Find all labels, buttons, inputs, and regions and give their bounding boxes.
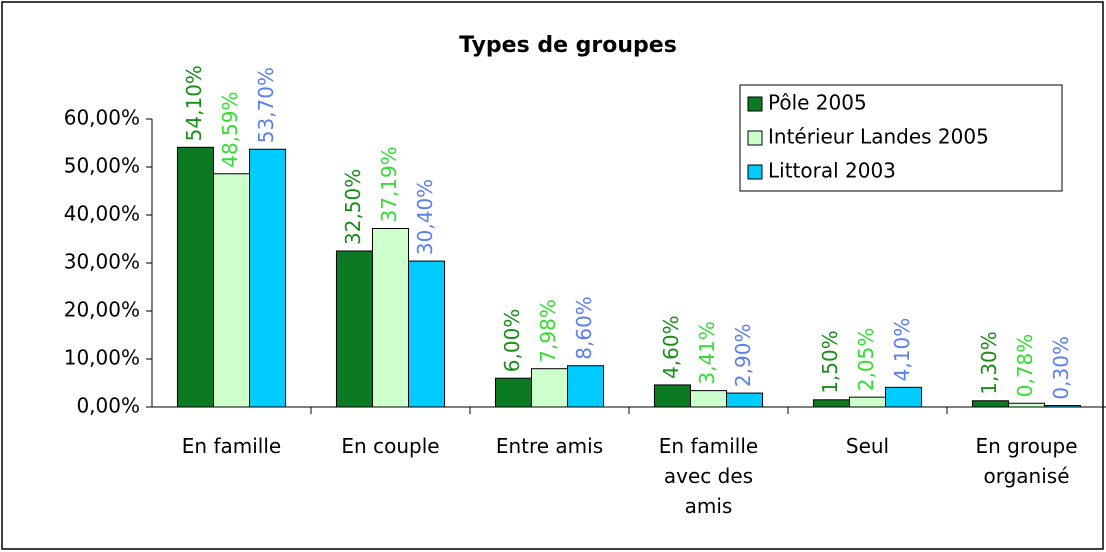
bar: [812, 399, 850, 408]
bar: [1044, 405, 1082, 408]
bar: [971, 400, 1009, 408]
data-label: 2,90%: [731, 324, 755, 388]
bar: [176, 146, 214, 408]
data-label: 48,59%: [218, 92, 242, 168]
legend-swatch: [747, 164, 763, 180]
bar: [408, 260, 446, 408]
bar: [530, 368, 569, 408]
data-label: 1,50%: [818, 330, 842, 394]
legend-swatch: [747, 130, 763, 146]
legend-swatch: [747, 96, 763, 112]
y-tick-label: 50,00%: [64, 154, 140, 178]
x-tick-label: En famille avec des amis: [658, 434, 759, 518]
data-label: 4,60%: [659, 315, 683, 379]
legend-label: Intérieur Landes 2005: [768, 125, 989, 149]
y-tick-label: 60,00%: [64, 106, 140, 130]
x-tick-label: Entre amis: [495, 434, 604, 458]
x-tick-label: En couple: [341, 434, 440, 458]
data-label: 7,98%: [536, 299, 560, 363]
legend-box: [739, 84, 1063, 192]
y-tick-label: 20,00%: [64, 298, 140, 322]
data-label: 37,19%: [377, 146, 401, 222]
bar: [249, 148, 287, 408]
data-label: 6,00%: [500, 309, 524, 373]
data-label: 8,60%: [572, 296, 596, 360]
data-label: 0,30%: [1049, 336, 1073, 400]
y-tick-label: 0,00%: [76, 394, 140, 418]
bar: [653, 384, 691, 408]
legend-label: Littoral 2003: [768, 159, 896, 183]
data-label: 3,41%: [695, 321, 719, 385]
bar: [1007, 402, 1046, 408]
bar: [335, 250, 373, 408]
y-tick-label: 10,00%: [64, 346, 140, 370]
bar: [848, 396, 887, 408]
x-tick-label: Seul: [845, 434, 890, 458]
data-label: 54,10%: [182, 65, 206, 141]
data-label: 53,70%: [254, 67, 278, 143]
bar: [885, 386, 923, 408]
x-tick-label: En groupe organisé: [975, 434, 1078, 488]
bar: [689, 390, 728, 408]
y-tick-label: 30,00%: [64, 250, 140, 274]
chart-title: Types de groupes: [459, 33, 677, 58]
data-label: 1,30%: [977, 331, 1001, 395]
data-label: 4,10%: [890, 318, 914, 382]
data-label: 30,40%: [413, 179, 437, 255]
bar: [567, 365, 605, 408]
legend-label: Pôle 2005: [768, 91, 867, 115]
x-tick-label: En famille: [181, 434, 282, 458]
y-tick-label: 40,00%: [64, 202, 140, 226]
data-label: 2,05%: [854, 328, 878, 392]
data-label: 32,50%: [341, 169, 365, 245]
bar: [212, 173, 251, 408]
data-label: 0,78%: [1013, 334, 1037, 398]
bar: [726, 392, 764, 408]
bar: [371, 227, 410, 408]
bar: [494, 377, 532, 408]
